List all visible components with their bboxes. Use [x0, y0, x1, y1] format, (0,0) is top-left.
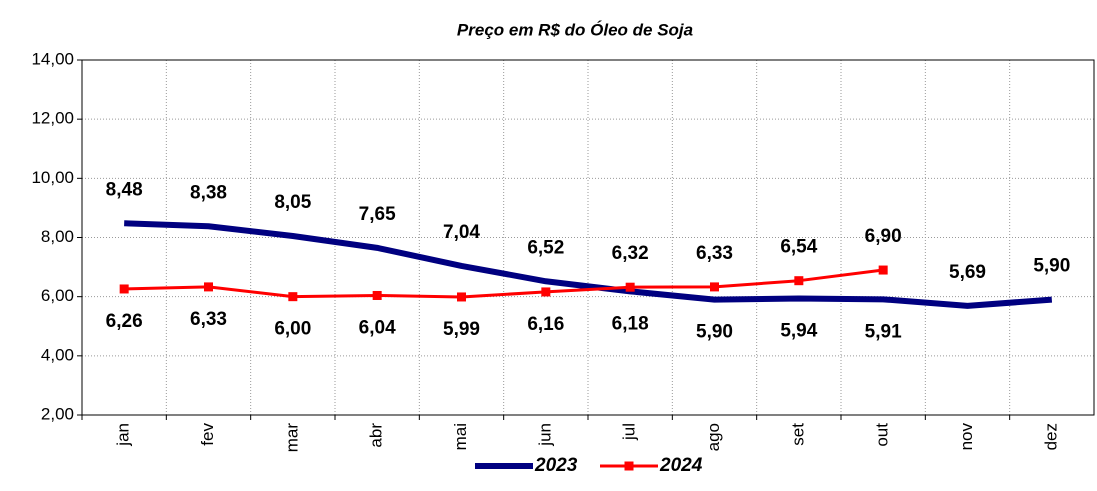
- y-tick-label: 2,00: [41, 404, 74, 423]
- y-tick-label: 6,00: [41, 286, 74, 305]
- data-label: 5,90: [696, 322, 733, 343]
- point-marker: [288, 292, 298, 302]
- x-tick-label: fev: [198, 423, 217, 446]
- data-label: 8,38: [190, 182, 227, 203]
- point-marker: [204, 282, 213, 292]
- data-label: 6,90: [865, 226, 902, 247]
- data-label: 6,04: [359, 317, 396, 338]
- data-label: 6,52: [527, 237, 564, 258]
- data-label: 8,48: [106, 179, 143, 200]
- y-tick-label: 14,00: [31, 49, 74, 68]
- point-marker: [457, 292, 466, 302]
- data-label: 5,94: [780, 320, 817, 341]
- data-label: 5,91: [865, 321, 902, 342]
- data-label: 6,54: [780, 237, 817, 258]
- point-marker: [541, 287, 551, 297]
- data-label: 6,33: [190, 309, 227, 330]
- data-label: 6,18: [612, 313, 649, 334]
- x-tick-label: nov: [957, 423, 976, 451]
- legend-label: 2023: [534, 455, 578, 476]
- x-tick-label: dez: [1041, 423, 1060, 450]
- point-marker: [119, 284, 129, 294]
- x-tick-label: jun: [535, 423, 554, 447]
- legend-label: 2024: [659, 455, 703, 476]
- data-label: 8,05: [274, 192, 311, 213]
- y-tick-label: 4,00: [41, 345, 74, 364]
- point-marker: [625, 282, 635, 292]
- point-marker: [710, 282, 719, 292]
- x-tick-label: jul: [620, 423, 639, 441]
- chart-title: Preço em R$ do Óleo de Soja: [457, 20, 693, 39]
- data-label: 6,32: [612, 243, 649, 264]
- legend-marker: [624, 461, 634, 471]
- point-marker: [794, 276, 804, 286]
- data-label: 7,65: [359, 204, 396, 225]
- y-tick-label: 12,00: [31, 109, 74, 128]
- data-label: 7,04: [443, 222, 480, 243]
- y-tick-label: 10,00: [31, 168, 74, 187]
- x-tick-label: out: [873, 423, 892, 447]
- data-label: 6,16: [527, 314, 564, 335]
- x-tick-label: ago: [704, 423, 723, 451]
- series-line: [124, 220, 1053, 309]
- data-label: 5,90: [1033, 256, 1070, 277]
- data-label: 6,00: [274, 319, 311, 340]
- point-marker: [372, 290, 382, 300]
- data-label: 5,99: [443, 319, 480, 340]
- x-tick-label: jan: [114, 423, 133, 447]
- x-tick-label: mar: [282, 423, 301, 453]
- y-tick-label: 8,00: [41, 227, 74, 246]
- data-label: 6,26: [106, 311, 143, 332]
- x-tick-label: abr: [367, 423, 386, 448]
- series-line: [124, 268, 884, 299]
- x-tick-label: mai: [451, 423, 470, 450]
- x-tick-label: set: [788, 423, 807, 446]
- point-marker: [878, 265, 888, 275]
- data-label: 6,33: [696, 243, 733, 264]
- plot-area: [81, 59, 1095, 416]
- data-label: 5,69: [949, 262, 986, 283]
